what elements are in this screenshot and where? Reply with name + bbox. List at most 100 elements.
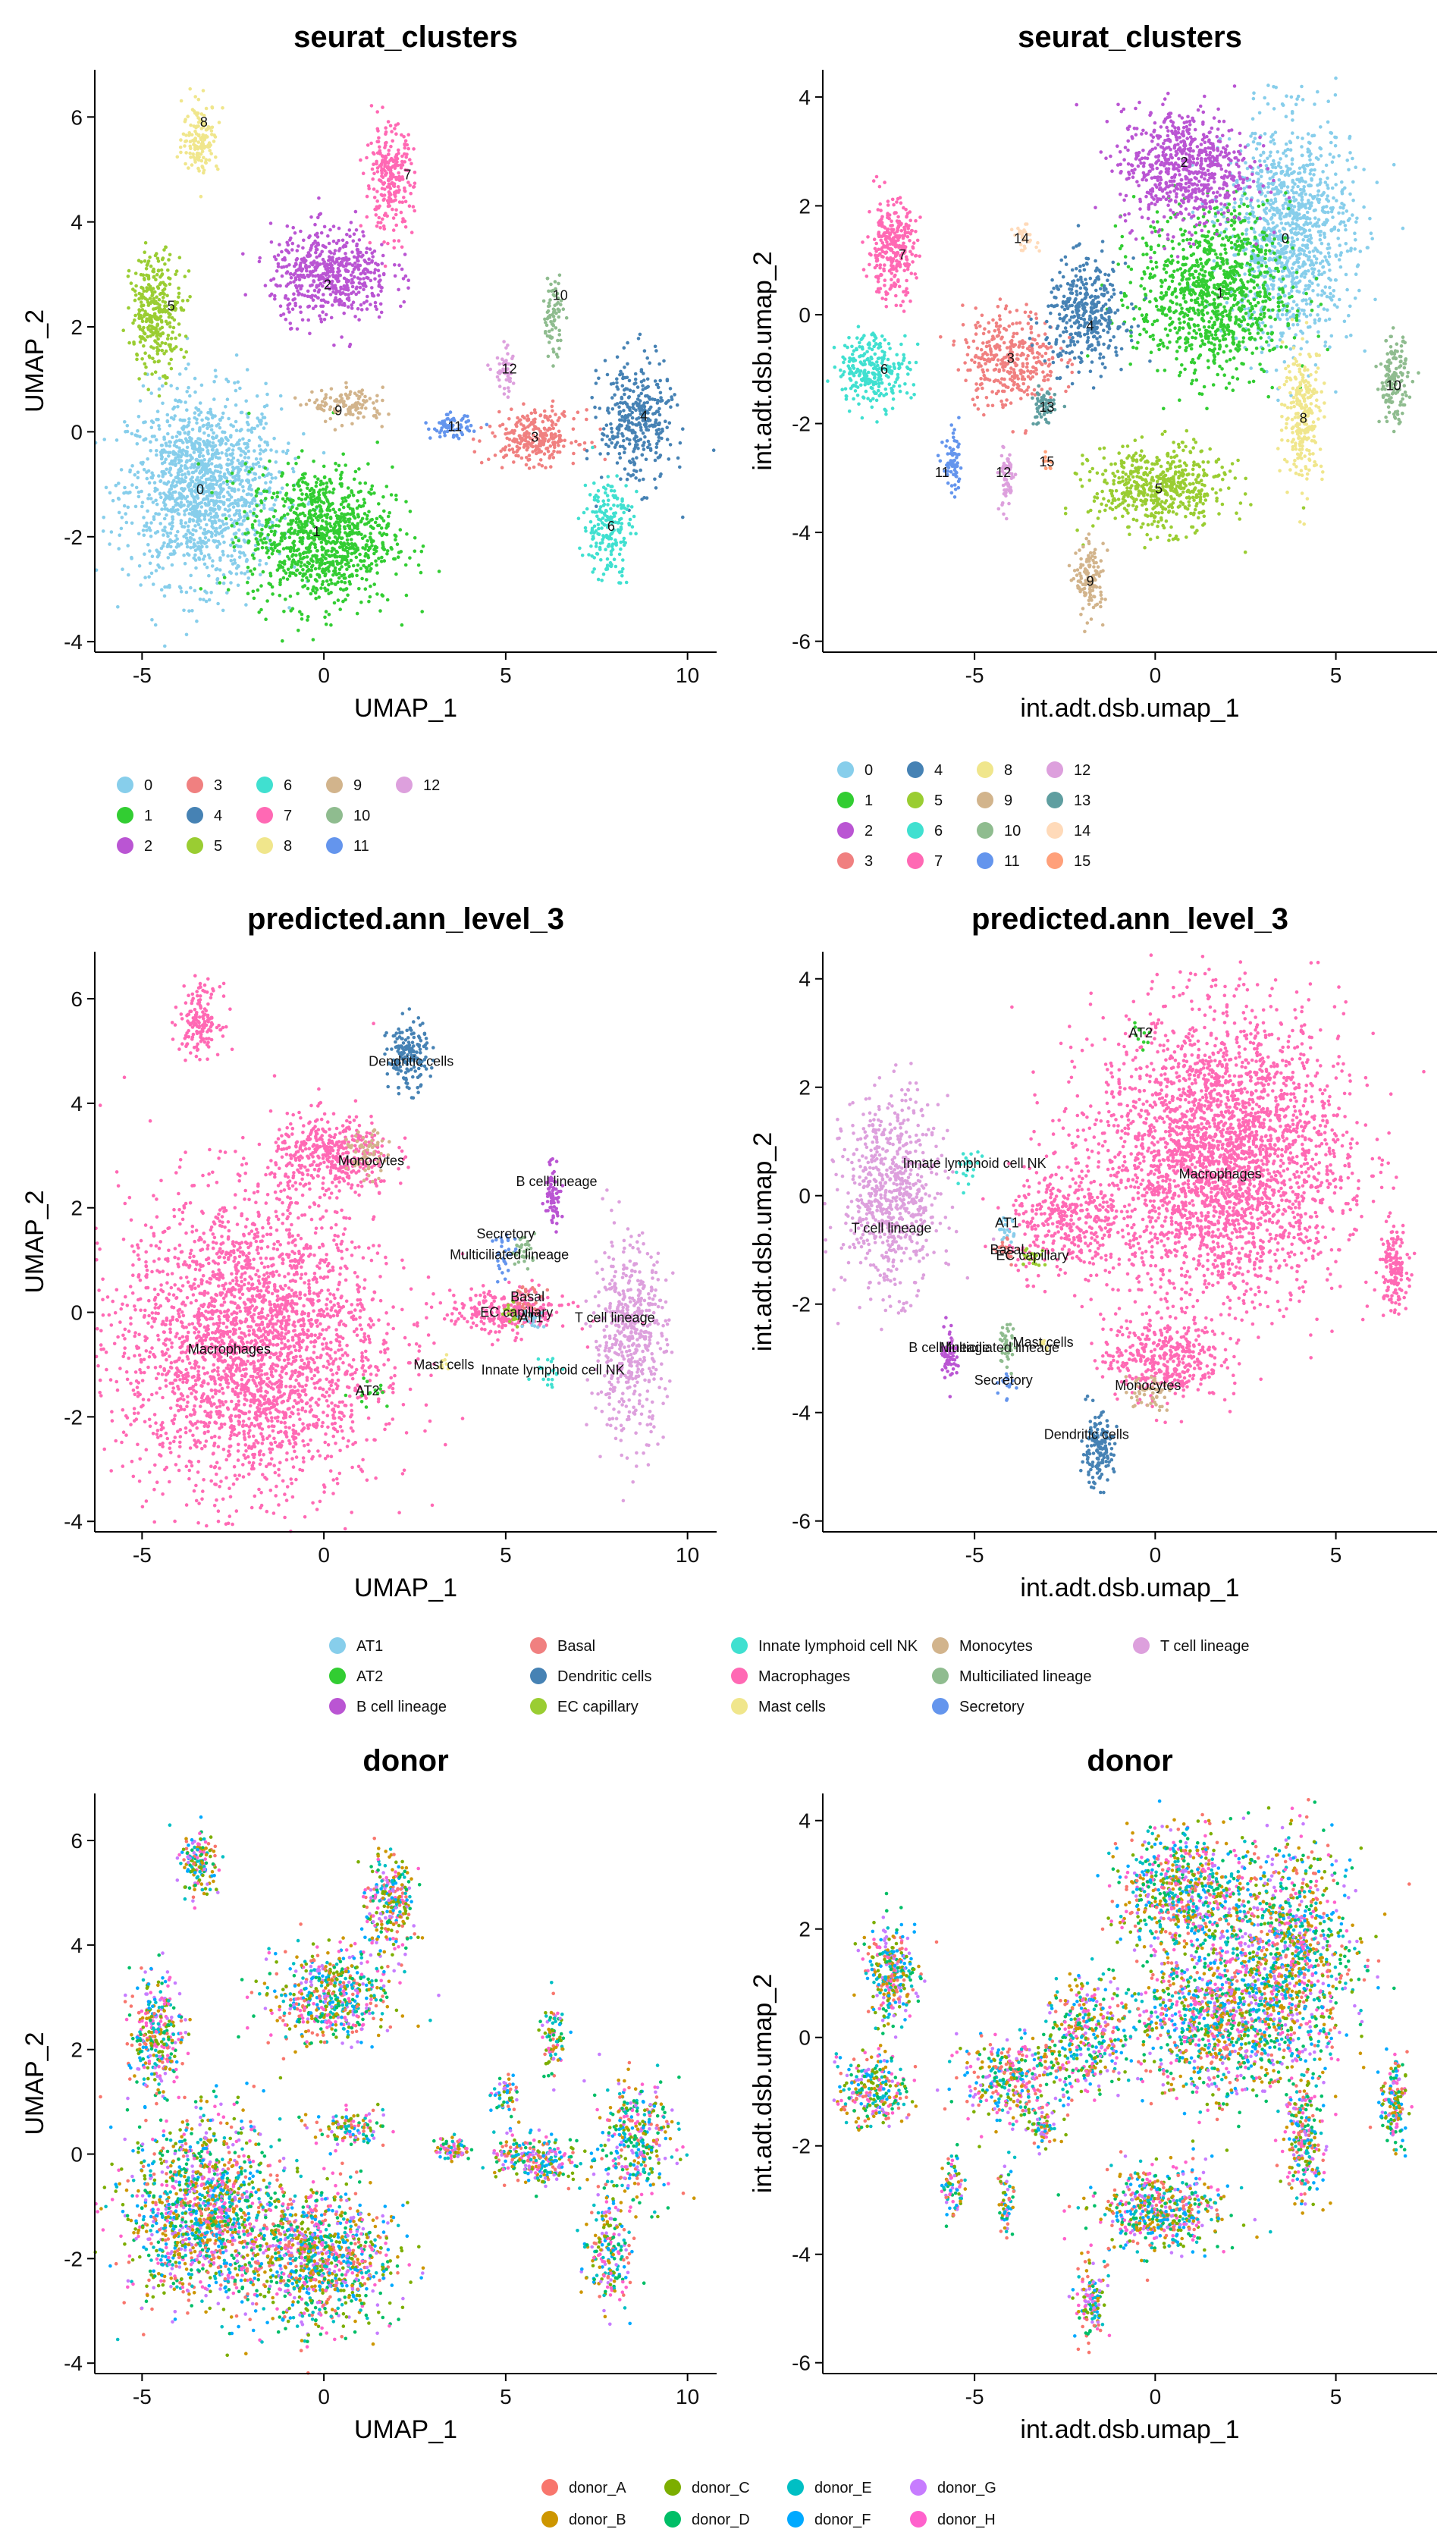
data-point (259, 499, 263, 503)
data-point (338, 555, 342, 559)
data-point (180, 525, 184, 529)
data-point (149, 562, 152, 566)
data-point (381, 262, 384, 265)
data-point (303, 584, 307, 588)
data-point (343, 243, 347, 247)
data-point (357, 491, 361, 494)
data-point (297, 548, 300, 551)
data-point (128, 469, 132, 472)
data-point (311, 560, 315, 563)
data-point (228, 514, 231, 518)
data-point (148, 549, 152, 553)
data-point (342, 548, 346, 552)
data-point (221, 488, 225, 491)
data-point (247, 412, 251, 416)
data-point (210, 457, 214, 461)
data-point (228, 498, 231, 502)
data-point (289, 508, 293, 512)
data-point (271, 521, 275, 525)
data-point (322, 245, 326, 249)
data-point (352, 239, 356, 243)
data-point (350, 221, 353, 224)
data-point (285, 271, 289, 275)
data-point (291, 553, 295, 557)
data-point (377, 280, 381, 284)
data-point (346, 538, 350, 542)
data-point (374, 301, 378, 305)
data-point (170, 527, 174, 531)
data-point (193, 514, 197, 518)
data-point (287, 251, 291, 255)
data-point (158, 492, 162, 496)
data-point (175, 480, 179, 484)
data-point (218, 568, 222, 572)
data-point (211, 453, 215, 457)
data-point (205, 591, 209, 595)
data-point (158, 551, 162, 555)
data-point (221, 609, 225, 613)
data-point (369, 247, 372, 251)
data-point (240, 411, 244, 415)
data-point (304, 481, 308, 485)
data-point (306, 295, 310, 299)
data-point (278, 581, 282, 585)
data-point (328, 242, 331, 246)
data-point (325, 541, 328, 544)
data-point (281, 487, 284, 491)
data-point (306, 570, 310, 573)
data-point (155, 418, 158, 422)
cluster-points-2 (241, 196, 410, 348)
data-point (364, 482, 368, 485)
data-point (265, 551, 269, 555)
data-point (155, 449, 158, 453)
data-point (212, 431, 215, 435)
data-point (163, 645, 167, 648)
data-point (105, 486, 108, 490)
data-point (357, 467, 361, 471)
data-point (356, 563, 360, 567)
data-point (252, 512, 256, 516)
data-point (353, 478, 356, 482)
data-point (283, 258, 287, 262)
data-point (294, 262, 298, 265)
data-point (294, 562, 298, 566)
data-point (161, 462, 165, 466)
data-point (215, 527, 218, 531)
data-point (318, 488, 322, 492)
data-point (262, 570, 265, 574)
data-point (299, 488, 303, 492)
data-point (332, 224, 336, 228)
data-point (162, 435, 166, 439)
data-point (147, 575, 151, 579)
data-point (311, 274, 315, 278)
data-point (202, 598, 206, 601)
data-point (286, 555, 290, 559)
data-point (287, 606, 291, 610)
data-point (197, 413, 201, 417)
data-point (269, 480, 273, 484)
data-point (246, 368, 249, 372)
data-point (207, 554, 211, 557)
data-point (171, 435, 174, 439)
data-point (222, 522, 226, 526)
data-point (185, 425, 189, 428)
data-point (163, 498, 167, 502)
data-point (353, 275, 356, 279)
data-point (158, 522, 162, 526)
data-point (356, 532, 360, 536)
data-point (265, 599, 269, 603)
data-point (345, 233, 349, 237)
data-point (380, 516, 384, 520)
data-point (269, 448, 273, 452)
data-point (193, 416, 196, 420)
data-point (142, 529, 146, 532)
data-point (253, 567, 256, 571)
data-point (326, 268, 330, 272)
data-point (242, 489, 246, 493)
data-point (255, 494, 259, 498)
data-point (340, 482, 344, 486)
data-point (344, 499, 348, 503)
data-point (358, 281, 362, 285)
data-point (158, 427, 162, 431)
data-point (253, 557, 256, 560)
